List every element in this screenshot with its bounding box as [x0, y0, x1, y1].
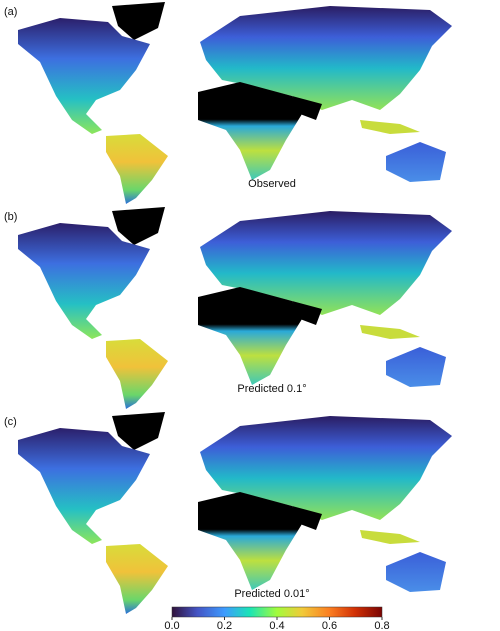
world-map: [18, 2, 452, 204]
colorbar-tick-label: 0.6: [322, 620, 337, 631]
colorbar-tick-label: 0.2: [217, 620, 232, 631]
colorbar-tick-label: 0.0: [164, 620, 179, 631]
world-map: [18, 412, 452, 614]
panel-label: (a): [4, 6, 17, 18]
panel-label: (b): [4, 211, 17, 223]
panel-caption: Predicted 0.01°: [234, 588, 309, 600]
panel-caption: Observed: [248, 178, 296, 190]
colorbar: [171, 606, 383, 618]
map-panel: (b) Predicted 0.1°: [4, 207, 452, 409]
map-panel: (c) Predicted 0.01°: [4, 412, 452, 614]
colorbar-tick-label: 0.4: [269, 620, 284, 631]
panel-caption: Predicted 0.1°: [237, 383, 306, 395]
panel-label: (c): [4, 416, 17, 428]
map-panel: (a) Observed: [4, 2, 452, 204]
maps: (a) Observed (b) Predicted 0.1° (c) Predicted…: [4, 2, 452, 614]
colorbar-ticks: 0.0 0.2 0.4 0.6 0.8: [164, 617, 390, 631]
colorbar-tick-label: 0.8: [374, 620, 389, 631]
world-map: [18, 207, 452, 409]
